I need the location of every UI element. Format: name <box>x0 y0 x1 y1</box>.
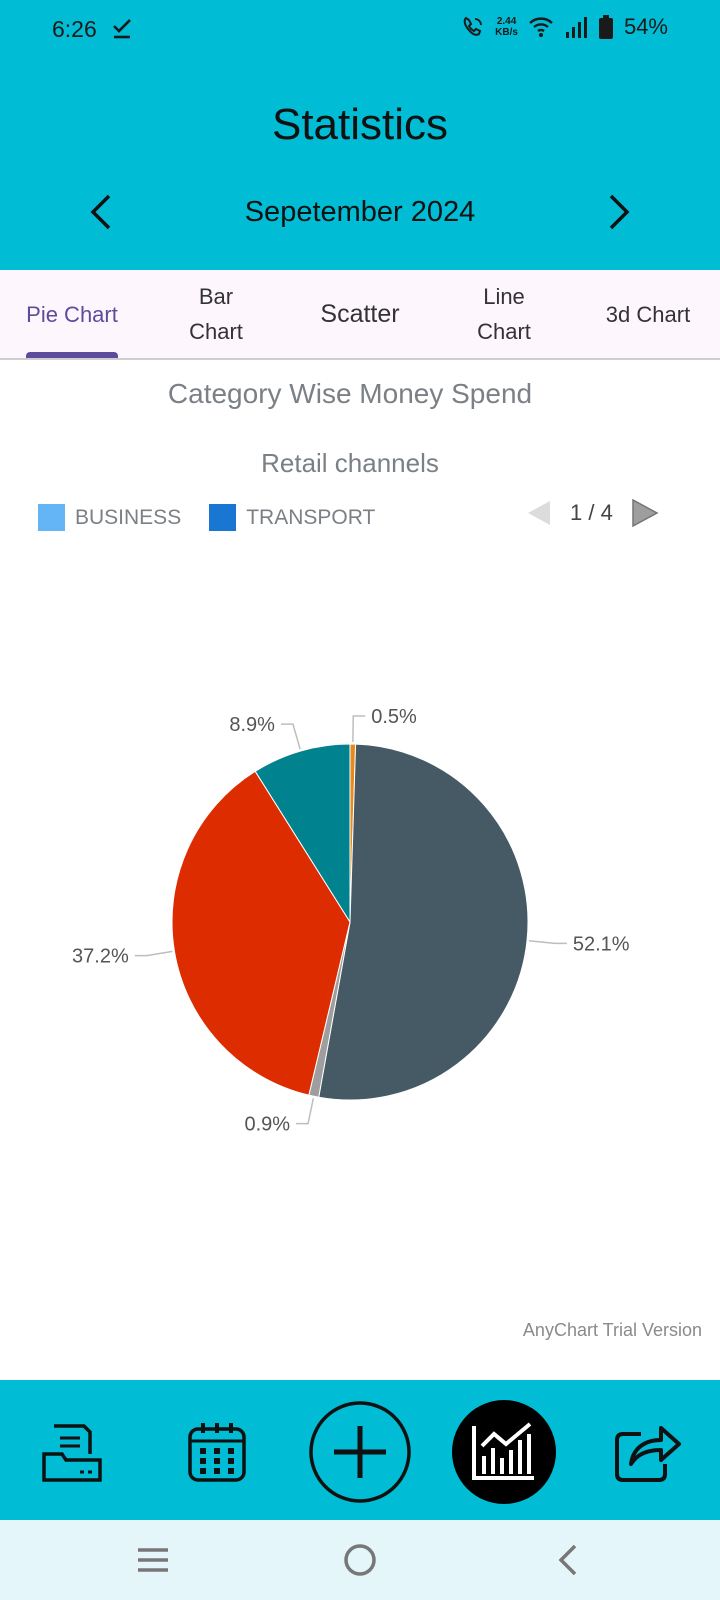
statistics-icon <box>452 1400 556 1504</box>
legend-label: TRANSPORT <box>246 505 376 529</box>
chart-legend: BUSINESS TRANSPORT <box>38 504 403 531</box>
bottom-navigation <box>0 1380 720 1520</box>
wifi-calling-icon <box>463 16 483 36</box>
network-speed: 2.44 KB/s <box>495 16 518 38</box>
chart-watermark: AnyChart Trial Version <box>522 1320 702 1340</box>
speed-unit: KB/s <box>495 27 518 38</box>
chart-title: Retail channels <box>261 448 439 478</box>
next-month-button[interactable] <box>594 186 646 238</box>
report-icon <box>42 1424 102 1482</box>
legend-pager: 1 / 4 <box>526 498 659 528</box>
recents-icon <box>138 1548 168 1572</box>
legend-swatch <box>38 504 65 531</box>
pie-slice-label: 52.1% <box>573 933 630 955</box>
home-button[interactable] <box>340 1540 380 1580</box>
pie-slice-label: 8.9% <box>229 714 275 736</box>
tab-pie-chart[interactable]: Pie Chart <box>0 270 144 358</box>
nav-share-button[interactable] <box>596 1400 700 1504</box>
speed-value: 2.44 <box>496 16 517 27</box>
chevron-right-icon <box>609 194 630 230</box>
active-tab-indicator <box>26 352 118 358</box>
page-title: Statistics <box>271 100 449 149</box>
pie-slice[interactable] <box>171 770 351 1096</box>
tab-label: Scatter <box>320 299 400 328</box>
nav-report-button[interactable] <box>20 1400 124 1504</box>
tab-3d-chart[interactable]: 3d Chart <box>576 270 720 358</box>
pie-slice-label: 37.2% <box>72 946 129 968</box>
nav-statistics-button[interactable] <box>452 1400 556 1504</box>
add-icon <box>309 1401 411 1503</box>
chevron-left-icon <box>90 194 111 230</box>
previous-month-button[interactable] <box>74 186 126 238</box>
back-button[interactable] <box>548 1540 588 1580</box>
pie-chart: 0.5% 52.1% 0.9% 37.2% 8.9% <box>72 706 630 1136</box>
tab-line-chart[interactable]: Line Chart <box>432 270 576 358</box>
pie-slice[interactable] <box>318 743 529 1101</box>
legend-item-transport[interactable]: TRANSPORT <box>209 504 375 531</box>
battery-percent: 54% <box>623 14 668 39</box>
pie-leader-line <box>134 950 173 957</box>
pie-leader-line <box>280 723 301 750</box>
chart-area: Category Wise Money Spend Retail channel… <box>0 362 720 1380</box>
calendar-icon <box>188 1423 246 1482</box>
pie-leader-line <box>352 715 366 743</box>
system-navigation-bar <box>0 1520 720 1600</box>
recents-button[interactable] <box>133 1540 173 1580</box>
legend-item-business[interactable]: BUSINESS <box>38 504 181 531</box>
pie-slice-label: 0.5% <box>371 706 417 728</box>
legend-label: BUSINESS <box>75 505 182 529</box>
wifi-icon <box>529 17 553 37</box>
back-icon <box>558 1544 577 1576</box>
tab-bar-chart[interactable]: Bar Chart <box>144 270 288 358</box>
legend-prev-page-icon[interactable] <box>526 499 552 527</box>
home-icon <box>344 1544 376 1576</box>
tab-label: Bar Chart <box>189 284 243 344</box>
header: Statistics Sepetember 2024 <box>0 62 720 270</box>
legend-next-page-icon[interactable] <box>631 498 659 528</box>
battery-icon <box>598 15 613 39</box>
download-done-icon <box>113 19 131 39</box>
chart-type-tabs: Pie Chart Bar Chart Scatter Line Chart 3… <box>0 270 720 360</box>
current-month: Sepetember 2024 <box>244 196 476 228</box>
status-bar: 6:26 2.44 KB/s 54% <box>0 0 720 62</box>
share-icon <box>615 1426 681 1482</box>
pie-slice-label: 0.9% <box>244 1114 290 1136</box>
status-time: 6:26 <box>52 16 97 42</box>
chart-heading: Category Wise Money Spend <box>167 378 533 409</box>
tab-label: Line Chart <box>477 284 531 344</box>
tab-scatter[interactable]: Scatter <box>288 270 432 358</box>
nav-calendar-button[interactable] <box>165 1400 269 1504</box>
tab-label: Pie Chart <box>26 301 118 327</box>
pie-slice[interactable] <box>254 743 351 924</box>
legend-page-indicator: 1 / 4 <box>570 500 613 525</box>
signal-icon <box>565 17 587 38</box>
legend-swatch <box>209 504 237 531</box>
pie-leader-line <box>296 1098 315 1125</box>
nav-add-button[interactable] <box>308 1400 412 1504</box>
pie-leader-line <box>528 939 567 945</box>
tab-label: 3d Chart <box>605 301 691 327</box>
